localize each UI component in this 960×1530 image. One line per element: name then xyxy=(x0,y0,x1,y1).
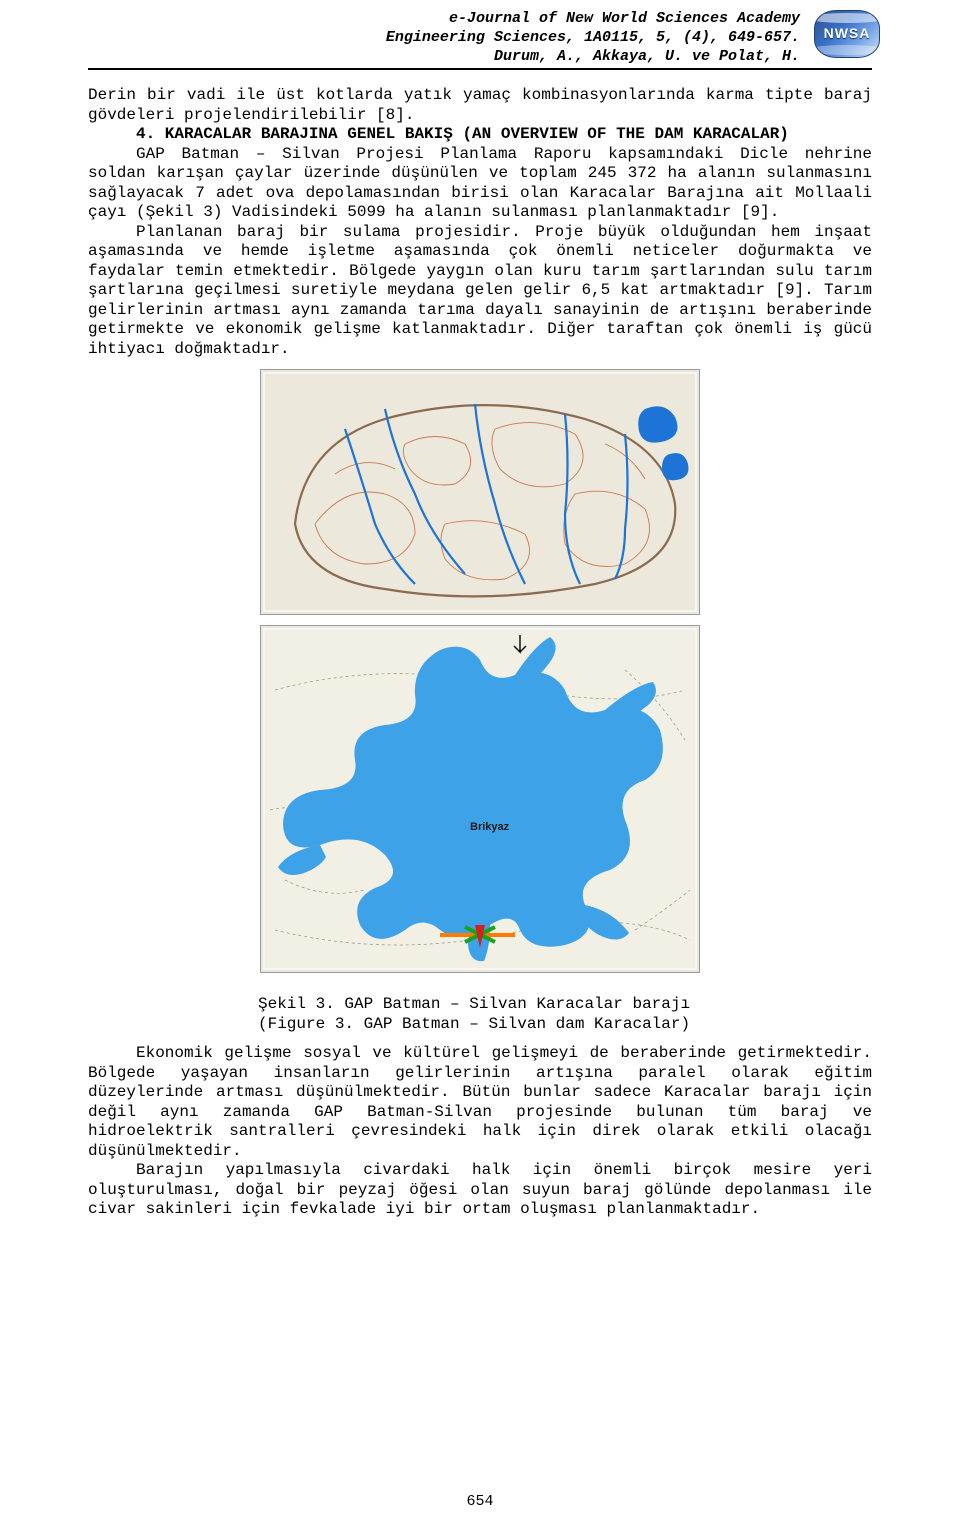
paragraph: GAP Batman – Silvan Projesi Planlama Rap… xyxy=(88,145,872,223)
section-heading: 4. KARACALAR BARAJINA GENEL BAKIŞ (AN OV… xyxy=(136,125,789,143)
header-lines: e-Journal of New World Sciences Academy … xyxy=(88,10,872,66)
logo-wave xyxy=(814,45,880,55)
logo-text: NWSA xyxy=(815,25,879,41)
map-reservoir-svg: Brikyaz xyxy=(265,630,695,968)
page-number: 654 xyxy=(0,1493,960,1510)
map-bg xyxy=(265,374,695,610)
paragraph: Barajın yapılmasıyla civardaki halk için… xyxy=(88,1161,872,1220)
paragraph: Ekonomik gelişme sosyal ve kültürel geli… xyxy=(88,1044,872,1161)
running-header: e-Journal of New World Sciences Academy … xyxy=(88,10,872,74)
logo-wave xyxy=(814,13,880,23)
caption-line-b: (Figure 3. GAP Batman – Silvan dam Karac… xyxy=(258,1014,872,1034)
caption-line-a: Şekil 3. GAP Batman – Silvan Karacalar b… xyxy=(258,994,872,1014)
header-line-1: e-Journal of New World Sciences Academy xyxy=(88,10,800,29)
header-line-2: Engineering Sciences, 1A0115, 5, (4), 64… xyxy=(88,29,800,48)
paragraph: 4. KARACALAR BARAJINA GENEL BAKIŞ (AN OV… xyxy=(88,125,872,145)
header-line-3: Durum, A., Akkaya, U. ve Polat, H. xyxy=(88,48,800,67)
figure-stack: Brikyaz xyxy=(260,369,700,983)
figure-caption: Şekil 3. GAP Batman – Silvan Karacalar b… xyxy=(258,994,872,1034)
map-basin-svg xyxy=(265,374,695,610)
figure-map-reservoir: Brikyaz xyxy=(260,625,700,973)
figure-map-basin xyxy=(260,369,700,615)
header-rule xyxy=(88,68,872,70)
page: e-Journal of New World Sciences Academy … xyxy=(0,0,960,1530)
paragraph: Planlanan baraj bir sulama projesidir. P… xyxy=(88,223,872,360)
globe-icon: NWSA xyxy=(814,10,880,58)
paragraph: Derin bir vadi ile üst kotlarda yatık ya… xyxy=(88,86,872,125)
map-label-brikyaz: Brikyaz xyxy=(470,821,510,833)
figure-block: Brikyaz xyxy=(88,369,872,988)
journal-logo: NWSA xyxy=(814,10,878,66)
